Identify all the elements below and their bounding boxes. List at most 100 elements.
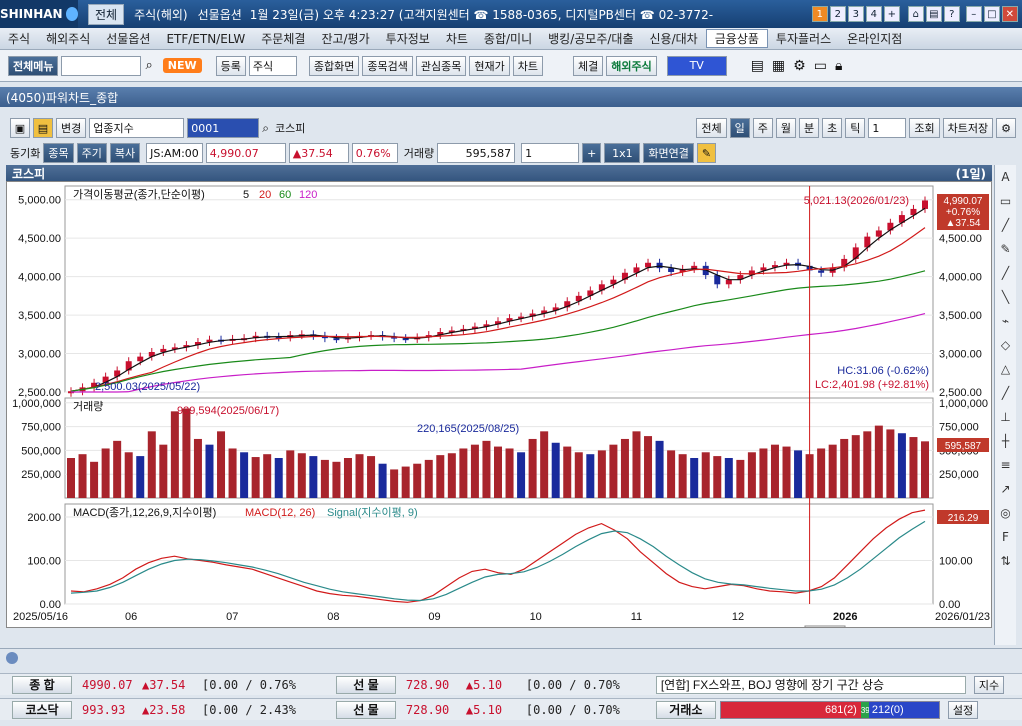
- drawing-tool-7-icon[interactable]: ◇: [1000, 338, 1011, 352]
- screen-1-button[interactable]: 1: [811, 6, 828, 22]
- menu-item-10[interactable]: 신용/대차: [649, 32, 698, 46]
- menu-item-11[interactable]: 금융상품: [705, 29, 768, 48]
- new-badge[interactable]: NEW: [162, 58, 202, 73]
- drawing-tool-13-icon[interactable]: ↗: [1000, 482, 1011, 496]
- menu-item-8[interactable]: 종합/미니: [483, 32, 533, 46]
- code-search-icon[interactable]: ⌕: [262, 120, 269, 135]
- drawing-tool-0-icon[interactable]: A: [1001, 170, 1010, 184]
- calculator-icon[interactable]: ▦: [771, 57, 786, 74]
- menu-item-6[interactable]: 투자정보: [385, 32, 430, 46]
- drawing-tool-11-icon[interactable]: ┼: [1001, 434, 1010, 448]
- drawing-tool-6-icon[interactable]: ⌁: [1001, 314, 1010, 328]
- print-icon[interactable]: ▤: [925, 6, 942, 22]
- close-icon[interactable]: ✕: [1001, 6, 1018, 22]
- volume-bar: [482, 440, 491, 498]
- period-6[interactable]: 틱: [845, 118, 866, 138]
- settings-gear-icon[interactable]: ⚙: [996, 118, 1016, 138]
- toolbar-button-0[interactable]: 종합화면: [308, 55, 360, 76]
- layout-1x1-button[interactable]: 1x1: [604, 143, 641, 163]
- sync-tab-0[interactable]: 종목: [43, 143, 74, 163]
- drawing-tool-10-icon[interactable]: ⊥: [1000, 410, 1011, 424]
- drawing-tool-14-icon[interactable]: ◎: [1000, 506, 1011, 520]
- drawing-tool-5-icon[interactable]: ╲: [1001, 290, 1010, 304]
- register-button[interactable]: 등록: [215, 55, 246, 76]
- change-button[interactable]: 변경: [56, 118, 87, 138]
- drawing-tool-8-icon[interactable]: △: [1000, 362, 1011, 376]
- period-5[interactable]: 초: [822, 118, 843, 138]
- layout-icon[interactable]: ▣: [10, 118, 30, 138]
- period-0[interactable]: 전체: [696, 118, 727, 138]
- chart-area[interactable]: 5,000.005,000.004,500.004,500.004,000.00…: [6, 181, 992, 641]
- sync-tab-2[interactable]: 복사: [109, 143, 141, 163]
- toolbar-button-4[interactable]: 차트: [512, 55, 543, 76]
- screen-link-button[interactable]: 화면연결: [643, 143, 694, 163]
- printer-icon[interactable]: ▤: [750, 57, 764, 74]
- drawing-tool-1-icon[interactable]: ▭: [999, 194, 1012, 208]
- period-4[interactable]: 분: [799, 118, 820, 138]
- period-count-select[interactable]: 1: [868, 118, 907, 138]
- period-1[interactable]: 일: [729, 118, 750, 138]
- menu-item-9[interactable]: 뱅킹/공모주/대출: [548, 32, 634, 46]
- volume-bar: [240, 452, 249, 498]
- menu-item-4[interactable]: 주문체결: [261, 32, 306, 46]
- stock-type-select[interactable]: 주식: [248, 55, 297, 76]
- sync-tab-1[interactable]: 주기: [76, 143, 107, 163]
- lock-icon[interactable]: 🔒︎: [834, 57, 843, 74]
- candle-body: [887, 222, 894, 231]
- menu-item-2[interactable]: 선물옵션: [106, 32, 151, 46]
- home-icon[interactable]: ⌂: [907, 6, 924, 22]
- code-input[interactable]: 0001: [187, 118, 260, 138]
- pen-icon[interactable]: ✎: [696, 143, 717, 163]
- screen-2-button[interactable]: 2: [829, 6, 846, 22]
- period-2[interactable]: 주: [752, 118, 773, 138]
- menu-item-3[interactable]: ETF/ETN/ELW: [166, 31, 246, 46]
- maximize-icon[interactable]: □: [983, 6, 1000, 22]
- screen-3-button[interactable]: 3: [847, 6, 864, 22]
- drawing-tool-2-icon[interactable]: ╱: [1001, 218, 1010, 232]
- vol-max-annotation: 939,594(2025/06/17): [177, 405, 279, 417]
- search-icon[interactable]: ⌕: [145, 58, 153, 73]
- toolbar-button-1[interactable]: 종목검색: [362, 55, 413, 76]
- tab-all[interactable]: 전체: [88, 3, 125, 25]
- chart-save-button[interactable]: 차트저장: [942, 118, 994, 138]
- minimize-icon[interactable]: –: [965, 6, 982, 22]
- foreign-stock-button[interactable]: 해외주식: [606, 55, 657, 76]
- drawing-tool-12-icon[interactable]: ≡: [1000, 458, 1011, 472]
- drawing-tool-3-icon[interactable]: ✎: [1000, 242, 1011, 256]
- tv-button[interactable]: TV: [666, 55, 727, 76]
- candle-body: [148, 352, 155, 357]
- news-ticker[interactable]: [연합] FX스와프, BOJ 영향에 장기 구간 상승: [655, 675, 966, 694]
- toolbar-button-3[interactable]: 현재가: [469, 55, 510, 76]
- settle-button[interactable]: 체결: [572, 55, 604, 76]
- drawing-tool-16-icon[interactable]: ⇅: [1000, 554, 1011, 568]
- index-button[interactable]: 지수: [973, 675, 1005, 694]
- menu-futures[interactable]: 선물옵션: [197, 7, 242, 22]
- drawing-tool-15-icon[interactable]: F: [1002, 530, 1009, 544]
- window-icon[interactable]: ▭: [813, 57, 827, 74]
- drawing-tool-4-icon[interactable]: ╱: [1001, 266, 1010, 280]
- layout-count-select[interactable]: 1: [521, 143, 580, 163]
- all-menu-button[interactable]: 전체메뉴: [8, 55, 59, 76]
- chart-svg[interactable]: 5,000.005,000.004,500.004,500.004,000.00…: [7, 182, 991, 641]
- menu-item-1[interactable]: 해외주식: [46, 32, 91, 46]
- settings-button[interactable]: 설정: [947, 700, 979, 719]
- screen-add-button[interactable]: +: [883, 6, 900, 22]
- help-icon[interactable]: ?: [943, 6, 960, 22]
- menu-foreign[interactable]: 주식(해외): [134, 7, 188, 22]
- menu-item-13[interactable]: 온라인지점: [847, 32, 903, 46]
- menu-item-12[interactable]: 투자플러스: [775, 32, 832, 46]
- screen-4-button[interactable]: 4: [865, 6, 882, 22]
- menu-item-0[interactable]: 주식: [8, 32, 31, 46]
- index-type-select[interactable]: 업종지수: [89, 118, 185, 138]
- volume-bar: [274, 458, 283, 498]
- drawing-tool-9-icon[interactable]: ╱: [1001, 386, 1010, 400]
- menu-item-7[interactable]: 차트: [445, 32, 468, 46]
- chart-icon[interactable]: ▤: [33, 118, 53, 138]
- gear-icon[interactable]: ⚙: [793, 57, 806, 74]
- period-3[interactable]: 월: [775, 118, 797, 138]
- query-button[interactable]: 조회: [909, 118, 940, 138]
- toolbar-button-2[interactable]: 관심종목: [415, 55, 467, 76]
- menu-item-5[interactable]: 잔고/평가: [321, 32, 370, 46]
- menu-search-input[interactable]: [61, 55, 142, 76]
- add-layout-button[interactable]: +: [582, 143, 602, 163]
